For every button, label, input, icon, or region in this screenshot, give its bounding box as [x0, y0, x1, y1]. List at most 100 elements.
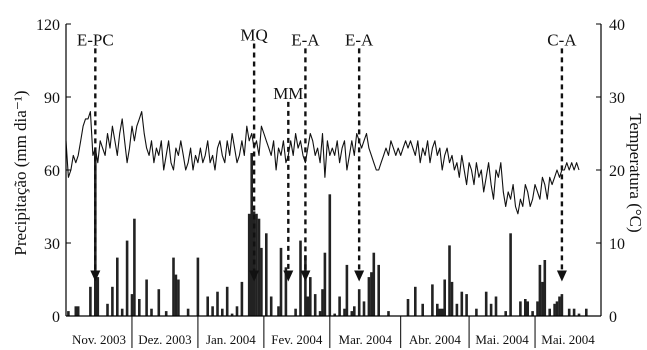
month-label: Jan. 2004: [206, 332, 256, 347]
event-arrowhead: [90, 270, 101, 282]
precipitation-bar: [536, 301, 539, 316]
precipitation-bar: [372, 252, 376, 316]
right-tick-label: 30: [609, 90, 625, 107]
precipitation-bar: [440, 308, 444, 316]
precipitation-bar: [265, 233, 268, 316]
precipitation-bar: [350, 311, 354, 316]
month-label: Mar. 2004: [339, 332, 393, 347]
left-tick-label: 0: [52, 309, 60, 326]
precipitation-bar: [531, 311, 534, 316]
plot-area: E-PC MQ MM E-A E-A C-A 0 30 60 90 120 0 10 20 30 40 Nov.…: [36, 17, 625, 348]
precipitation-bar: [431, 284, 434, 316]
left-tick-label: 120: [36, 17, 60, 34]
precipitation-bar: [367, 277, 371, 316]
precipitation-bar: [133, 218, 136, 316]
precipitation-bar: [421, 303, 424, 316]
precipitation-bar: [294, 308, 297, 316]
precipitation-bar: [509, 233, 512, 316]
precipitation-bar: [125, 240, 129, 316]
precipitation-bar: [370, 272, 373, 316]
month-label: Dez. 2003: [138, 332, 191, 347]
precipitation-bar: [553, 303, 556, 316]
precipitation-bar: [150, 308, 153, 316]
precipitation-bar: [164, 311, 168, 316]
precipitation-bar: [250, 153, 253, 316]
precipitation-bar: [558, 296, 561, 316]
precipitation-bar: [406, 299, 410, 316]
precipitation-bar: [560, 294, 564, 316]
precipitation-bar: [387, 311, 390, 316]
event-arrowhead: [300, 270, 311, 282]
precipitation-bar: [333, 313, 336, 316]
precipitation-bar: [255, 213, 258, 316]
event-label: C-A: [547, 30, 577, 49]
precipitation-bar: [172, 257, 175, 316]
right-tick-label: 20: [609, 163, 625, 180]
precipitation-bar: [111, 286, 114, 316]
event-label: MQ: [240, 25, 267, 44]
precipitation-bar: [138, 299, 141, 316]
precipitation-bar: [436, 303, 439, 316]
precipitation-bar: [89, 286, 92, 316]
precipitation-bar: [448, 245, 451, 316]
precipitation-bar: [240, 281, 244, 316]
temperature-line: [65, 111, 580, 215]
precipitation-bar: [225, 286, 229, 316]
precipitation-bar: [555, 301, 559, 316]
precipitation-bar: [343, 308, 346, 316]
precipitation-bar: [313, 294, 317, 316]
precipitation-bar: [567, 308, 571, 316]
precipitation-bar: [76, 306, 80, 316]
precipitation-bar: [504, 311, 507, 316]
right-axis-label: Temperatura (°C): [626, 113, 645, 232]
precipitation-bar: [116, 257, 119, 316]
precipitation-bar: [284, 267, 288, 316]
precipitation-bar: [309, 277, 312, 316]
precipitation-bar: [221, 308, 224, 316]
precipitation-bar: [548, 308, 551, 316]
event-label: E-PC: [77, 30, 114, 49]
precipitation-bar: [541, 281, 544, 316]
precipitation-bar: [475, 308, 478, 316]
month-label: Fev. 2004: [271, 332, 323, 347]
left-tick-label: 30: [44, 236, 60, 253]
precipitation-bar: [494, 296, 498, 316]
precipitation-bar: [519, 301, 522, 316]
precipitation-bar: [538, 264, 542, 316]
precipitation-bar: [120, 308, 124, 316]
precipitation-bar: [543, 260, 547, 316]
precipitation-bar: [279, 247, 283, 316]
event-arrowhead: [283, 270, 294, 282]
precipitation-bar: [328, 194, 332, 316]
event-arrowhead: [249, 270, 260, 282]
left-axis-label: Precipitação (mm dia⁻¹): [11, 90, 30, 255]
precipitation-bar: [323, 252, 327, 316]
precipitation-bar: [526, 301, 529, 316]
precipitation-bar: [304, 255, 307, 316]
event-arrowhead: [354, 270, 365, 282]
precipitation-bar: [157, 289, 161, 316]
event-arrowhead: [556, 270, 567, 282]
precipitation-bar: [455, 303, 459, 316]
precipitation-bar: [489, 303, 493, 316]
precipitation-bar: [269, 296, 273, 316]
precipitation-bar: [216, 291, 219, 316]
precipitation-bar: [443, 279, 446, 316]
precipitation-bar: [235, 306, 239, 316]
precipitation-bar: [306, 296, 310, 316]
precipitation-bar: [196, 257, 200, 316]
month-label: Mai. 2004: [475, 332, 529, 347]
precipitation-bar: [321, 289, 324, 316]
precipitation-bar: [357, 289, 361, 316]
precipitation-bar: [186, 308, 190, 316]
event-label: MM: [273, 84, 303, 103]
precipitation-bar: [450, 281, 454, 316]
precipitation-bar: [414, 286, 417, 316]
precipitation-bar: [211, 306, 214, 316]
precipitation-bar: [145, 279, 148, 316]
precipitation-bar: [465, 294, 468, 316]
precipitation-bar: [524, 299, 527, 316]
precipitation-bar: [585, 308, 588, 316]
precipitation-bar: [277, 306, 280, 316]
precipitation-bar: [206, 296, 209, 316]
